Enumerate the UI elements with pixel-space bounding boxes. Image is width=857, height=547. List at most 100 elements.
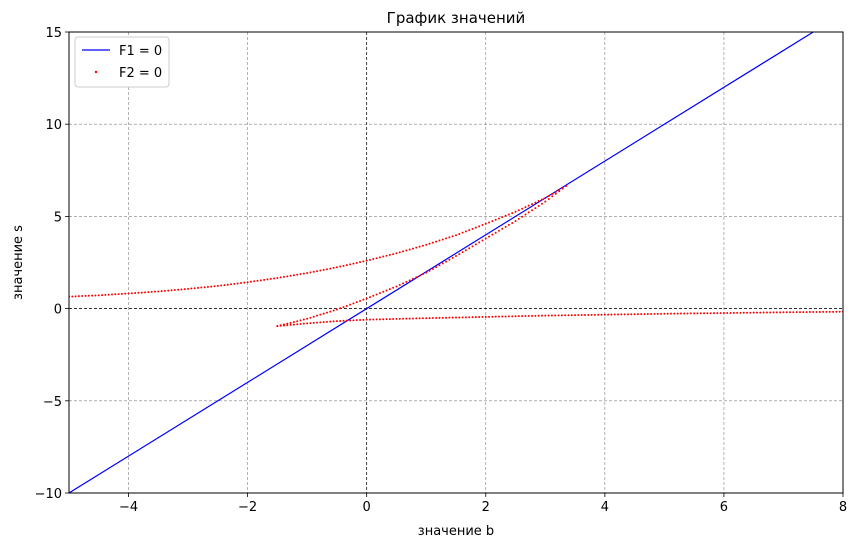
- f2-point: [554, 192, 557, 195]
- f2-point: [438, 264, 441, 267]
- f2-point: [471, 227, 474, 230]
- f2-point: [322, 321, 325, 324]
- f2-point: [534, 201, 537, 204]
- f2-point: [408, 248, 411, 251]
- f2-point: [746, 311, 749, 314]
- f2-point: [511, 315, 514, 318]
- f2-point: [316, 270, 319, 273]
- f2-point: [461, 251, 464, 254]
- f2-point: [365, 318, 368, 321]
- y-tick-label: 5: [54, 210, 62, 225]
- f2-point: [822, 310, 825, 313]
- f2-point: [388, 288, 391, 291]
- f2-point: [375, 257, 378, 260]
- f2-point: [514, 315, 517, 318]
- f2-point: [507, 213, 510, 216]
- f2-point: [795, 311, 798, 314]
- f2-point: [558, 190, 561, 193]
- f2-point: [352, 262, 355, 265]
- f2-point: [150, 290, 153, 293]
- f2-point: [686, 312, 689, 315]
- f2-point: [385, 289, 388, 292]
- f2-point: [402, 282, 405, 285]
- f2-point: [302, 318, 305, 321]
- f2-point: [600, 313, 603, 316]
- f2-point: [478, 316, 481, 319]
- f2-point: [273, 277, 276, 280]
- f2-point: [464, 316, 467, 319]
- f2-point: [749, 311, 752, 314]
- f2-point: [362, 318, 365, 321]
- f2-point: [732, 311, 735, 314]
- f2-point: [517, 217, 520, 220]
- f2-point: [312, 315, 315, 318]
- f2-point: [412, 317, 414, 320]
- f2-point: [180, 288, 183, 291]
- f2-point: [431, 267, 434, 270]
- f2-point: [435, 240, 438, 243]
- f2-point: [395, 252, 398, 255]
- f2-point: [825, 310, 828, 313]
- f2-point: [421, 273, 424, 276]
- f2-point: [418, 317, 421, 320]
- f2-point: [736, 311, 739, 314]
- f2-point: [514, 210, 517, 213]
- f2-point: [623, 313, 626, 316]
- f2-point: [706, 312, 709, 315]
- f2-point: [412, 247, 414, 250]
- f2-point: [673, 312, 676, 315]
- f2-point: [405, 317, 408, 320]
- f2-point: [382, 290, 385, 293]
- f2-point: [263, 278, 266, 281]
- f2-point: [812, 311, 815, 314]
- f2-point: [130, 292, 133, 295]
- y-tick-label: −10: [35, 487, 62, 502]
- clipped-series: [69, 32, 843, 493]
- f2-point: [703, 312, 706, 315]
- f2-point: [431, 317, 434, 320]
- f2-point: [511, 221, 514, 224]
- f2-point: [372, 258, 375, 261]
- zero-reference-lines: [69, 32, 843, 493]
- x-tick-label: 6: [720, 500, 728, 515]
- f2-point: [335, 266, 338, 269]
- f2-point: [286, 322, 289, 325]
- f2-point: [643, 313, 646, 316]
- f2-point: [488, 221, 491, 224]
- f2-point: [805, 311, 808, 314]
- series-f2-branch-2: [276, 310, 843, 328]
- f2-point: [554, 190, 557, 193]
- series-f2-branch-1: [276, 184, 568, 328]
- f2-point: [302, 272, 305, 275]
- f2-point: [259, 279, 262, 282]
- f2-point: [408, 317, 411, 320]
- f2-point: [537, 200, 540, 203]
- f2-point: [471, 245, 474, 248]
- f2-point: [425, 271, 428, 274]
- f2-point: [511, 212, 514, 215]
- f2-point: [91, 294, 94, 297]
- f2-point: [425, 317, 428, 320]
- f2-point: [120, 292, 123, 295]
- f2-point: [418, 274, 421, 277]
- f2-point: [84, 294, 87, 297]
- f2-point: [345, 319, 348, 322]
- f2-point: [551, 195, 554, 198]
- f2-point: [322, 312, 325, 315]
- f2-point: [792, 311, 795, 314]
- f2-point: [309, 322, 312, 325]
- f2-point: [299, 322, 302, 325]
- f2-point: [765, 311, 768, 314]
- f2-point: [107, 293, 110, 296]
- f2-point: [613, 313, 616, 316]
- y-axis-label: значение s: [11, 225, 26, 300]
- f2-point: [461, 231, 464, 234]
- f2-point: [729, 311, 732, 314]
- f2-point: [382, 318, 385, 321]
- f2-point: [326, 311, 328, 314]
- f2-point: [124, 292, 127, 295]
- legend-f2-label: F2 = 0: [119, 66, 162, 81]
- f2-point: [335, 320, 338, 323]
- f2-point: [220, 284, 223, 287]
- f2-point: [779, 311, 782, 314]
